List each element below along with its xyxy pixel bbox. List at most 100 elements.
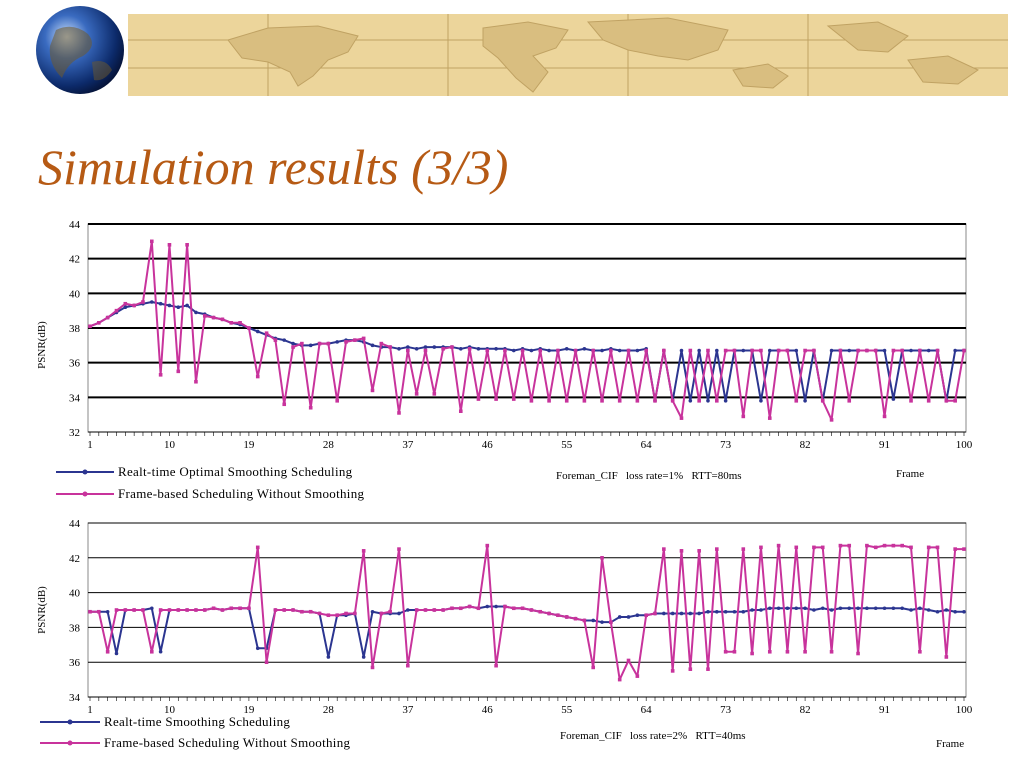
data-point	[953, 547, 957, 551]
data-point	[564, 347, 569, 351]
data-point	[759, 545, 763, 550]
data-point	[776, 543, 781, 548]
data-point	[838, 543, 843, 548]
data-point	[194, 379, 198, 384]
data-point	[538, 609, 543, 614]
chart-annotation: Foreman_CIF loss rate=1% RTT=80ms	[556, 470, 742, 482]
data-point	[300, 609, 304, 614]
data-point	[626, 348, 631, 353]
data-point	[582, 618, 587, 623]
data-point	[450, 606, 454, 611]
data-point	[820, 606, 825, 611]
x-tick-label: 28	[323, 704, 335, 716]
data-point	[891, 397, 896, 401]
data-point	[238, 606, 242, 611]
data-point	[715, 348, 719, 353]
data-point	[317, 341, 322, 346]
x-tick-label: 10	[164, 704, 176, 716]
y-tick-label: 40	[69, 288, 81, 300]
data-point	[326, 655, 331, 659]
data-point	[909, 545, 913, 550]
data-point	[706, 399, 710, 403]
data-point	[141, 300, 145, 304]
data-point	[812, 608, 816, 612]
data-point	[503, 604, 507, 609]
x-tick-label: 82	[800, 704, 811, 716]
data-point	[750, 348, 754, 353]
data-point	[688, 348, 693, 353]
data-point	[132, 608, 136, 612]
data-point	[679, 348, 684, 353]
data-point	[353, 338, 357, 342]
data-point	[282, 402, 287, 407]
data-point	[865, 606, 869, 611]
data-point	[838, 606, 843, 611]
data-point	[414, 392, 419, 396]
data-point	[891, 606, 896, 611]
data-point	[900, 348, 905, 353]
data-point	[511, 397, 516, 401]
data-point	[158, 608, 163, 612]
world-map-banner	[36, 6, 1008, 96]
y-tick-label: 44	[69, 219, 81, 231]
data-point	[723, 609, 728, 614]
data-point	[953, 348, 957, 353]
data-point	[573, 348, 578, 353]
data-point	[97, 609, 101, 614]
legend-label-optimal: Realt-time Smoothing Scheduling	[104, 714, 290, 729]
data-point	[282, 608, 287, 612]
data-point	[856, 348, 860, 353]
data-point	[353, 611, 357, 616]
data-point	[626, 615, 631, 619]
x-tick-label: 46	[482, 439, 494, 451]
x-tick-label: 91	[879, 704, 890, 716]
data-point	[741, 547, 746, 551]
legend-label-frame: Frame-based Scheduling Without Smoothing	[104, 735, 350, 750]
data-point	[856, 606, 860, 611]
data-point	[308, 343, 313, 348]
data-point	[397, 547, 401, 551]
data-point	[397, 347, 401, 351]
data-point	[582, 399, 587, 403]
x-tick-labels: 1 10 19 28 37 46 55 64 73 82 91 100	[87, 704, 973, 716]
data-point	[635, 399, 640, 403]
data-point	[361, 549, 366, 553]
series-line-frame	[90, 544, 964, 681]
legend-label-frame: Frame-based Scheduling Without Smoothing	[118, 486, 364, 501]
data-point	[812, 545, 816, 550]
data-point	[617, 399, 622, 403]
data-point	[926, 348, 931, 353]
data-point	[838, 348, 843, 353]
data-point	[635, 613, 640, 618]
chart-annotation: Foreman_CIF loss rate=2% RTT=40ms	[560, 730, 746, 742]
data-point	[406, 348, 410, 353]
data-point	[247, 606, 251, 611]
data-point	[865, 543, 869, 548]
data-point	[255, 646, 260, 651]
data-point	[123, 305, 128, 310]
data-point	[202, 314, 207, 318]
data-point	[238, 321, 242, 325]
data-point	[149, 606, 154, 611]
data-point	[591, 348, 596, 353]
data-point	[600, 348, 604, 353]
data-point	[406, 345, 410, 349]
data-point	[441, 608, 445, 612]
data-point	[617, 615, 622, 619]
data-point	[803, 606, 807, 611]
data-point	[423, 348, 428, 353]
data-point	[220, 608, 225, 612]
data-point	[635, 674, 640, 678]
data-point	[326, 341, 331, 346]
data-point	[847, 399, 852, 403]
data-point	[829, 348, 834, 353]
x-tick-label: 82	[800, 439, 811, 451]
gridlines	[88, 522, 966, 698]
data-point	[785, 348, 790, 353]
y-tick-label: 44	[69, 518, 81, 530]
data-point	[909, 399, 913, 403]
data-point	[900, 543, 905, 548]
data-point	[785, 649, 790, 654]
legend-marker-frame	[67, 740, 73, 746]
